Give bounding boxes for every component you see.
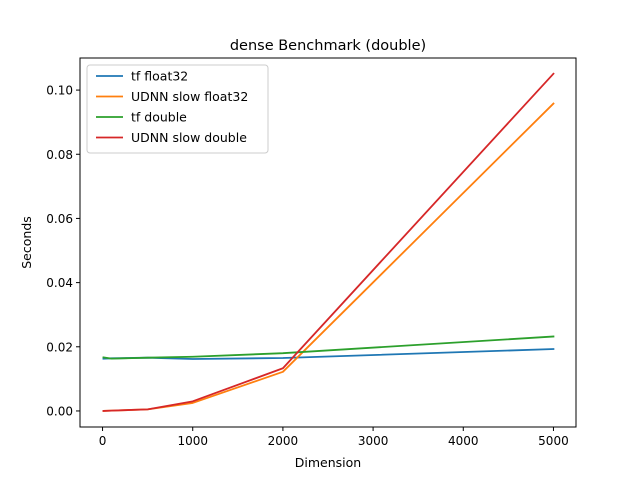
x-tick-label: 3000	[358, 434, 389, 448]
y-axis-ticks: 0.00 0.02 0.04 0.06 0.08 0.10	[46, 84, 80, 418]
legend-label: UDNN slow double	[131, 130, 247, 145]
y-tick-label: 0.00	[46, 404, 73, 418]
legend-label: UDNN slow float32	[131, 89, 248, 104]
chart-title: dense Benchmark (double)	[230, 38, 426, 54]
legend-box	[86, 64, 269, 154]
x-tick-label: 5000	[538, 434, 569, 448]
y-tick-label: 0.04	[46, 276, 73, 290]
legend-label: tf double	[131, 110, 187, 125]
y-axis-label: Seconds	[19, 216, 34, 269]
x-axis-label: Dimension	[295, 455, 361, 470]
series-line-4	[102, 72, 555, 412]
x-tick-label: 4000	[448, 434, 479, 448]
series-line-3	[102, 335, 555, 360]
legend: tf float32 UDNN slow float32 tf double UDNN…	[86, 64, 269, 154]
y-tick-label: 0.06	[46, 212, 73, 226]
y-tick-label: 0.08	[46, 148, 73, 162]
x-axis-ticks: 0 1000 2000 3000 4000 5000	[99, 427, 569, 448]
series-lines	[102, 72, 555, 412]
y-tick-label: 0.10	[46, 84, 73, 98]
x-tick-label: 0	[99, 434, 107, 448]
y-tick-label: 0.02	[46, 340, 73, 354]
x-tick-label: 2000	[268, 434, 299, 448]
x-tick-label: 1000	[177, 434, 208, 448]
plot-frame	[79, 57, 577, 428]
legend-label: tf float32	[131, 69, 188, 84]
